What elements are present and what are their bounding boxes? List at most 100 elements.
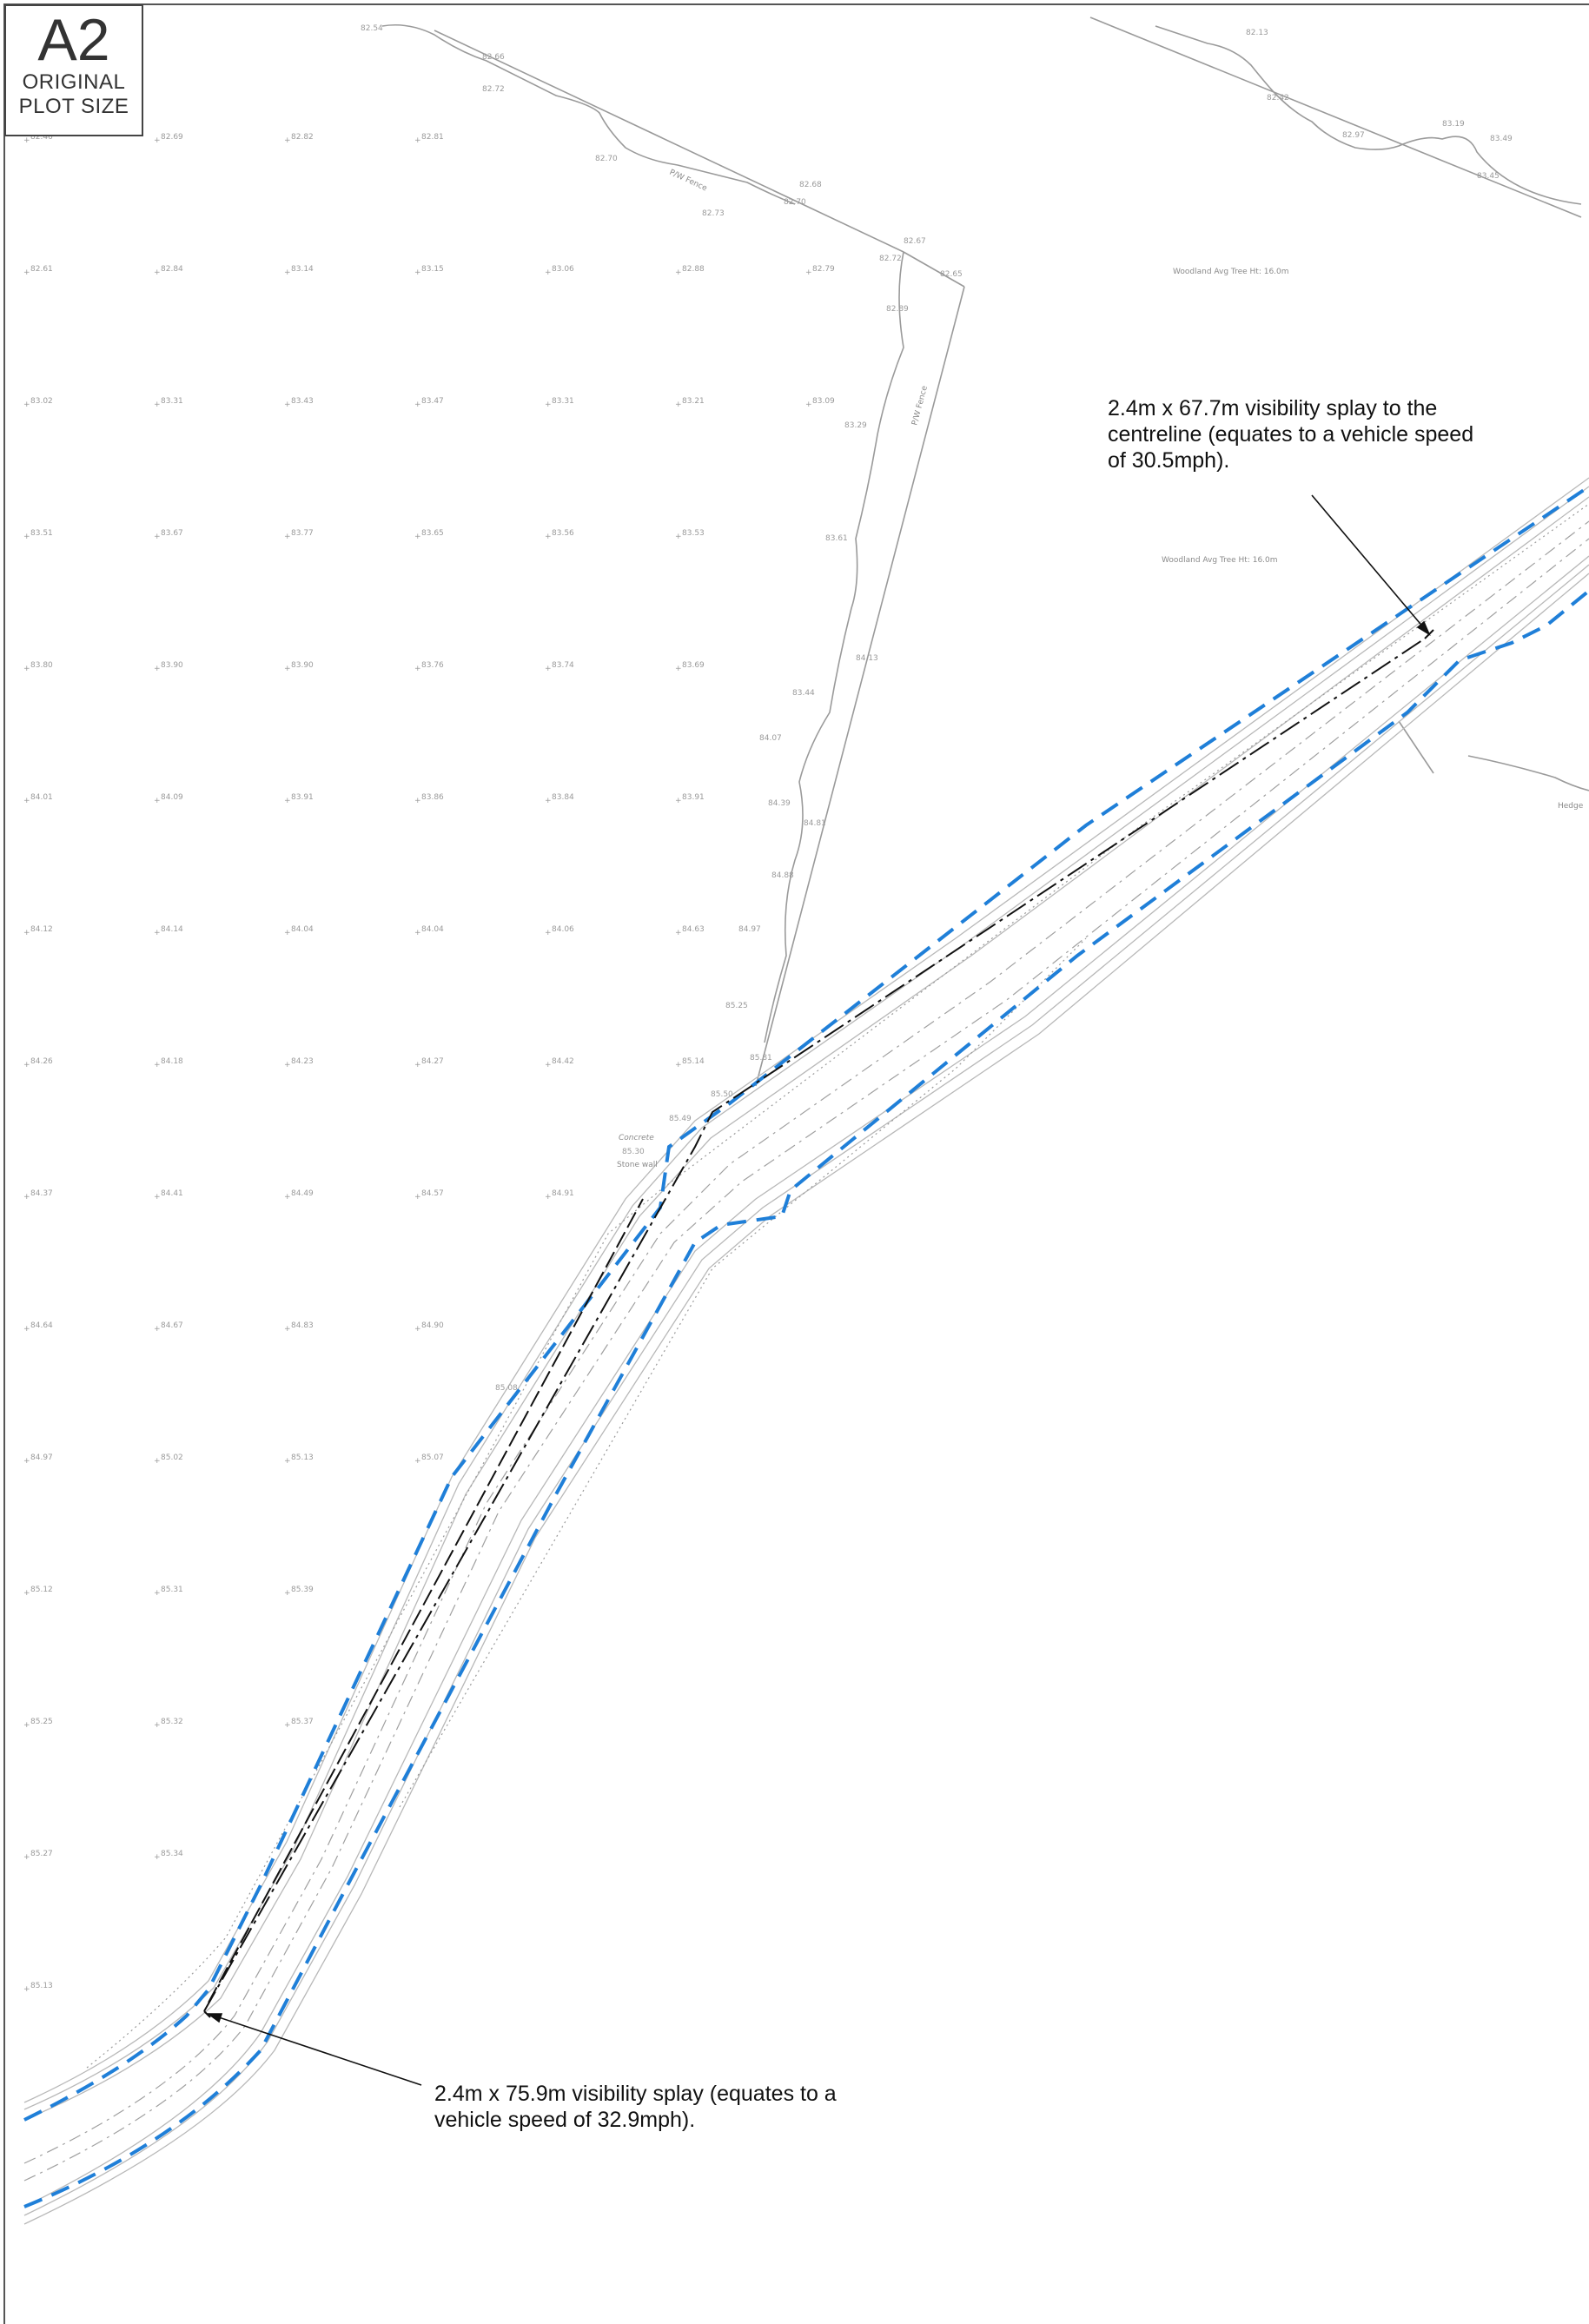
spot-level-value: 84.23 — [291, 1057, 314, 1066]
spot-marker: + — [23, 1721, 30, 1730]
spot-level-value: 85.32 — [161, 1718, 183, 1726]
spot-level-value: 84.41 — [161, 1189, 183, 1198]
spot-level-value: 84.91 — [552, 1189, 574, 1198]
spot-level: +83.76 — [414, 661, 444, 673]
spot-level: +83.80 — [23, 661, 53, 673]
spot-marker: + — [545, 797, 552, 805]
spot-level: +84.37 — [23, 1189, 53, 1202]
woodland-label-2: Woodland Avg Tree Ht: 16.0m — [1162, 556, 1278, 565]
spot-marker: + — [284, 136, 291, 145]
spot-level-value: 83.91 — [682, 793, 705, 802]
spot-level: +83.84 — [545, 793, 574, 805]
spot-marker: + — [23, 268, 30, 277]
spot-level-value: 82.70 — [595, 155, 618, 163]
spot-level-value: 85.50 — [711, 1090, 733, 1099]
spot-level-value: 83.77 — [291, 529, 314, 538]
original-plot-size-box: A2 ORIGINAL PLOT SIZE — [4, 4, 143, 136]
spot-level-value: 83.90 — [291, 661, 314, 670]
fence-label-mid: P/W Fence — [910, 385, 930, 427]
spot-marker: + — [414, 268, 421, 277]
spot-marker: + — [23, 1457, 30, 1466]
spot-level-value: 84.97 — [30, 1453, 53, 1462]
spot-marker: + — [154, 665, 161, 673]
spot-level-value: 82.54 — [361, 24, 383, 33]
spot-marker: + — [675, 533, 682, 541]
spot-level: +83.65 — [414, 529, 444, 541]
spot-level-value: 82.46 — [30, 133, 53, 142]
spot-marker: + — [23, 136, 30, 145]
spot-level-value: 82.72 — [879, 255, 902, 263]
spot-level-value: 85.39 — [291, 1586, 314, 1594]
spot-marker: + — [23, 1985, 30, 1994]
spot-level: +84.97 — [23, 1453, 53, 1466]
spot-level-value: 83.19 — [1442, 120, 1465, 129]
spot-level: +85.34 — [154, 1850, 183, 1862]
spot-level-value: 83.53 — [682, 529, 705, 538]
spot-level: +82.84 — [154, 265, 183, 277]
spot-marker: + — [284, 268, 291, 277]
spot-level: +83.47 — [414, 397, 444, 409]
spot-marker: + — [805, 401, 812, 409]
spot-level-value: 85.14 — [682, 1057, 705, 1066]
spot-level-value: 85.25 — [30, 1718, 53, 1726]
spot-level-value: 82.73 — [702, 209, 725, 218]
spot-level-value: 84.18 — [161, 1057, 183, 1066]
concrete-label: Concrete — [619, 1134, 654, 1142]
spot-level: +83.90 — [284, 661, 314, 673]
spot-marker: + — [154, 268, 161, 277]
spot-level: +84.06 — [545, 925, 574, 937]
spot-level: +83.43 — [284, 397, 314, 409]
spot-level: +85.13 — [284, 1453, 314, 1466]
spot-level: +82.69 — [154, 133, 183, 145]
spot-marker: + — [805, 268, 812, 277]
spot-level-value: 85.13 — [291, 1453, 314, 1462]
spot-level: +84.14 — [154, 925, 183, 937]
spot-level-value: 82.42 — [1267, 94, 1289, 103]
leader-lines — [206, 494, 1431, 2086]
spot-level-value: 85.08 — [495, 1384, 518, 1393]
spot-marker: + — [154, 401, 161, 409]
spot-marker: + — [545, 1193, 552, 1202]
spot-level-value: 83.06 — [552, 265, 574, 274]
spot-level-value: 85.25 — [725, 1002, 748, 1010]
spot-level-value: 83.61 — [825, 534, 848, 543]
spot-level-value: 84.04 — [421, 925, 444, 934]
spot-marker: + — [675, 401, 682, 409]
spot-level-value: 85.02 — [161, 1453, 183, 1462]
spot-level-value: 84.14 — [161, 925, 183, 934]
spot-marker: + — [23, 665, 30, 673]
spot-level-value: 83.91 — [291, 793, 314, 802]
spot-level: +84.41 — [154, 1189, 183, 1202]
plot-size-line2: PLOT SIZE — [18, 95, 129, 118]
spot-level: +84.57 — [414, 1189, 444, 1202]
spot-level: +83.21 — [675, 397, 705, 409]
spot-level: +83.51 — [23, 529, 53, 541]
spot-level-value: 84.67 — [161, 1321, 183, 1330]
spot-level-value: 84.07 — [759, 734, 782, 743]
spot-level-value: 82.65 — [940, 270, 963, 279]
spot-marker: + — [284, 929, 291, 937]
stone-wall-label: Stone wall — [617, 1161, 658, 1169]
spot-level-value: 82.70 — [784, 198, 806, 207]
spot-marker: + — [545, 665, 552, 673]
spot-marker: + — [414, 533, 421, 541]
spot-level-value: 83.51 — [30, 529, 53, 538]
spot-level: +83.15 — [414, 265, 444, 277]
spot-marker: + — [154, 1325, 161, 1334]
spot-level-value: 83.15 — [421, 265, 444, 274]
spot-level-value: 84.06 — [552, 925, 574, 934]
spot-level: +85.14 — [675, 1057, 705, 1069]
spot-marker: + — [545, 268, 552, 277]
road-lane-lines — [23, 520, 1589, 2182]
spot-level-value: 84.83 — [291, 1321, 314, 1330]
spot-marker: + — [154, 1193, 161, 1202]
spot-level-value: 85.07 — [421, 1453, 444, 1462]
spot-level-value: 84.81 — [804, 819, 826, 828]
splay-note-south: 2.4m x 75.9m visibility splay (equates t… — [434, 2082, 837, 2132]
spot-level: +85.02 — [154, 1453, 183, 1466]
spot-level-value: 85.34 — [161, 1850, 183, 1858]
spot-level-value: 84.63 — [682, 925, 705, 934]
spot-level-value: 83.76 — [421, 661, 444, 670]
spot-level: +85.13 — [23, 1982, 53, 1994]
spot-marker: + — [23, 533, 30, 541]
